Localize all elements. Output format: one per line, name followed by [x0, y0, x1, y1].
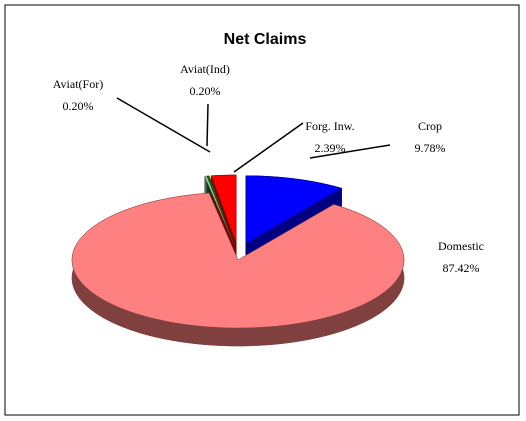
slice-value-label: 87.42% [443, 261, 480, 275]
slice-label: Aviat(Ind) [180, 62, 230, 76]
leader-line [309, 144, 391, 159]
slice-value-label: 0.20% [63, 99, 94, 113]
slice-label: Forg. Inw. [305, 119, 354, 133]
leader-line [116, 97, 211, 153]
slice-label: Aviat(For) [53, 77, 103, 91]
slice [206, 175, 235, 244]
slice [71, 192, 405, 329]
slice [245, 175, 343, 245]
chart-title: Net Claims [224, 31, 307, 48]
slice [204, 175, 234, 244]
leader-line [233, 122, 304, 173]
slice-value-label: 9.78% [415, 141, 446, 155]
slice [210, 174, 237, 244]
pie-tops [71, 174, 405, 329]
slice-label: Domestic [438, 239, 484, 253]
leader-line [206, 103, 209, 147]
slice-value-label: 0.20% [190, 84, 221, 98]
slice-value-label: 2.39% [315, 141, 346, 155]
slice-label: Crop [418, 119, 442, 133]
